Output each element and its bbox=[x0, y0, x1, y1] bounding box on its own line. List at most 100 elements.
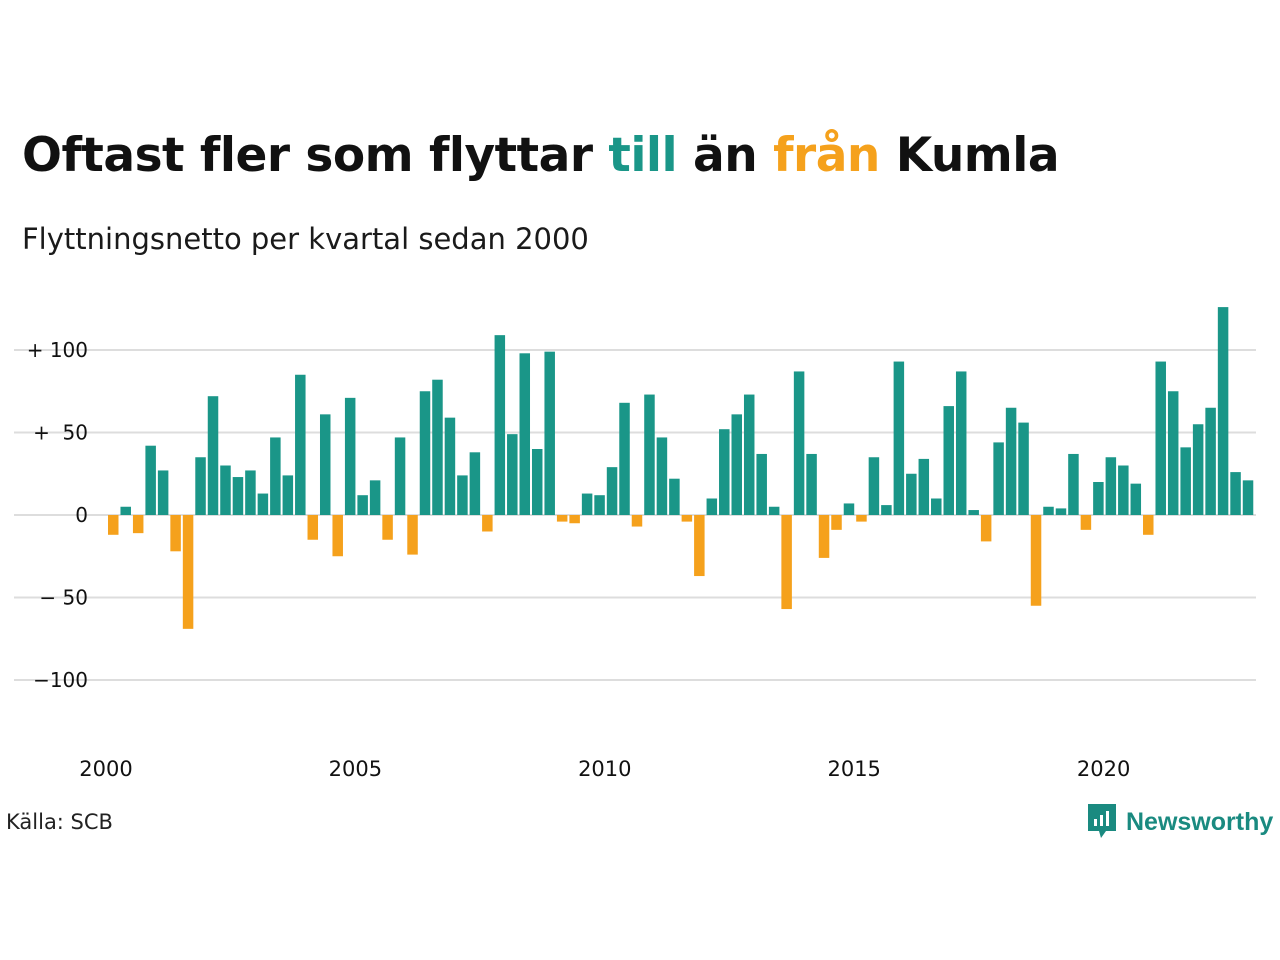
bar bbox=[108, 515, 119, 535]
bar bbox=[1018, 422, 1029, 515]
title-part-1: Oftast fler som flyttar bbox=[22, 128, 609, 183]
x-tick-label: 2020 bbox=[1077, 757, 1130, 781]
bar bbox=[1030, 515, 1042, 606]
chart-subtitle: Flyttningsnetto per kvartal sedan 2000 bbox=[22, 222, 589, 256]
bar bbox=[531, 449, 543, 515]
bar bbox=[482, 515, 493, 532]
bar bbox=[719, 429, 730, 515]
bar bbox=[544, 351, 555, 515]
bar bbox=[182, 515, 194, 629]
bar bbox=[669, 478, 680, 515]
x-tick-label: 2000 bbox=[79, 757, 132, 781]
bar bbox=[120, 506, 131, 515]
bar bbox=[556, 515, 568, 522]
y-tick-label: − 50 bbox=[39, 586, 88, 610]
bar bbox=[694, 515, 705, 577]
bar bbox=[220, 465, 231, 515]
bar bbox=[444, 417, 456, 515]
bar bbox=[681, 515, 693, 522]
bar bbox=[831, 515, 842, 530]
bar bbox=[881, 505, 892, 515]
bar bbox=[157, 470, 169, 515]
newsworthy-logo: Newsworthy bbox=[1088, 804, 1273, 840]
bar bbox=[968, 510, 979, 515]
bar bbox=[332, 515, 343, 557]
bar bbox=[295, 374, 306, 515]
bar bbox=[1205, 407, 1216, 515]
bar bbox=[619, 402, 630, 515]
bar bbox=[282, 475, 294, 515]
bar bbox=[606, 467, 618, 515]
bar bbox=[931, 498, 942, 515]
title-highlight-fran: från bbox=[773, 128, 880, 183]
bar bbox=[1005, 407, 1017, 515]
bar bbox=[507, 434, 518, 515]
y-tick-label: 0 bbox=[75, 503, 88, 527]
bar bbox=[569, 515, 580, 524]
bar bbox=[980, 515, 992, 542]
bar bbox=[1118, 465, 1129, 515]
bar bbox=[232, 477, 244, 515]
bar bbox=[918, 458, 930, 515]
title-part-3: Kumla bbox=[879, 128, 1060, 183]
bar bbox=[1180, 447, 1191, 515]
bar bbox=[170, 515, 181, 552]
bar bbox=[1230, 472, 1241, 515]
bar bbox=[132, 515, 144, 534]
bar bbox=[419, 391, 431, 515]
bar bbox=[1130, 483, 1142, 515]
bar bbox=[906, 473, 917, 515]
bar bbox=[1043, 506, 1054, 515]
bar bbox=[1242, 480, 1254, 515]
bar bbox=[1080, 515, 1092, 530]
bar bbox=[806, 453, 817, 515]
bar bbox=[793, 371, 805, 515]
bar bbox=[843, 503, 855, 515]
bar bbox=[394, 437, 406, 515]
bar bbox=[644, 394, 655, 515]
bar bbox=[319, 414, 331, 515]
x-tick-label: 2015 bbox=[827, 757, 880, 781]
bar bbox=[731, 414, 742, 515]
bar bbox=[245, 470, 256, 515]
bar bbox=[195, 457, 206, 515]
bar bbox=[357, 495, 368, 515]
bar bbox=[868, 457, 880, 515]
title-part-2: än bbox=[677, 128, 774, 183]
bar bbox=[818, 515, 830, 558]
bar bbox=[768, 506, 780, 515]
bar bbox=[270, 437, 281, 515]
bar bbox=[207, 396, 219, 515]
bar-chart: + 100 + 50 0 − 50 −100 2000 2005 2010 2015 2020 bbox=[14, 307, 1256, 781]
bar bbox=[1143, 515, 1154, 535]
y-tick-label: + 100 bbox=[27, 338, 88, 362]
bar bbox=[307, 515, 319, 540]
bars bbox=[108, 307, 1254, 629]
source-note: Källa: SCB bbox=[6, 810, 113, 834]
bar bbox=[1068, 453, 1079, 515]
bar bbox=[594, 495, 605, 515]
bar bbox=[257, 493, 269, 515]
x-axis-labels: 2000 2005 2010 2015 2020 bbox=[79, 757, 1130, 781]
bar bbox=[656, 437, 668, 515]
bar bbox=[581, 493, 593, 515]
y-tick-label: −100 bbox=[33, 668, 88, 692]
x-tick-label: 2005 bbox=[329, 757, 382, 781]
bar bbox=[469, 452, 481, 515]
bar bbox=[781, 515, 792, 610]
bar bbox=[756, 453, 767, 515]
bar bbox=[893, 361, 905, 515]
bar bbox=[382, 515, 393, 540]
bar bbox=[1155, 361, 1166, 515]
bar bbox=[1217, 307, 1229, 515]
bar bbox=[706, 498, 718, 515]
y-axis-labels: + 100 + 50 0 − 50 −100 bbox=[27, 338, 88, 692]
bar bbox=[993, 442, 1004, 515]
title-highlight-till: till bbox=[608, 128, 678, 183]
bar bbox=[631, 515, 643, 527]
x-tick-label: 2010 bbox=[578, 757, 631, 781]
bar bbox=[1055, 508, 1067, 515]
bar bbox=[344, 397, 356, 515]
bar bbox=[955, 371, 967, 515]
bar bbox=[407, 515, 418, 555]
